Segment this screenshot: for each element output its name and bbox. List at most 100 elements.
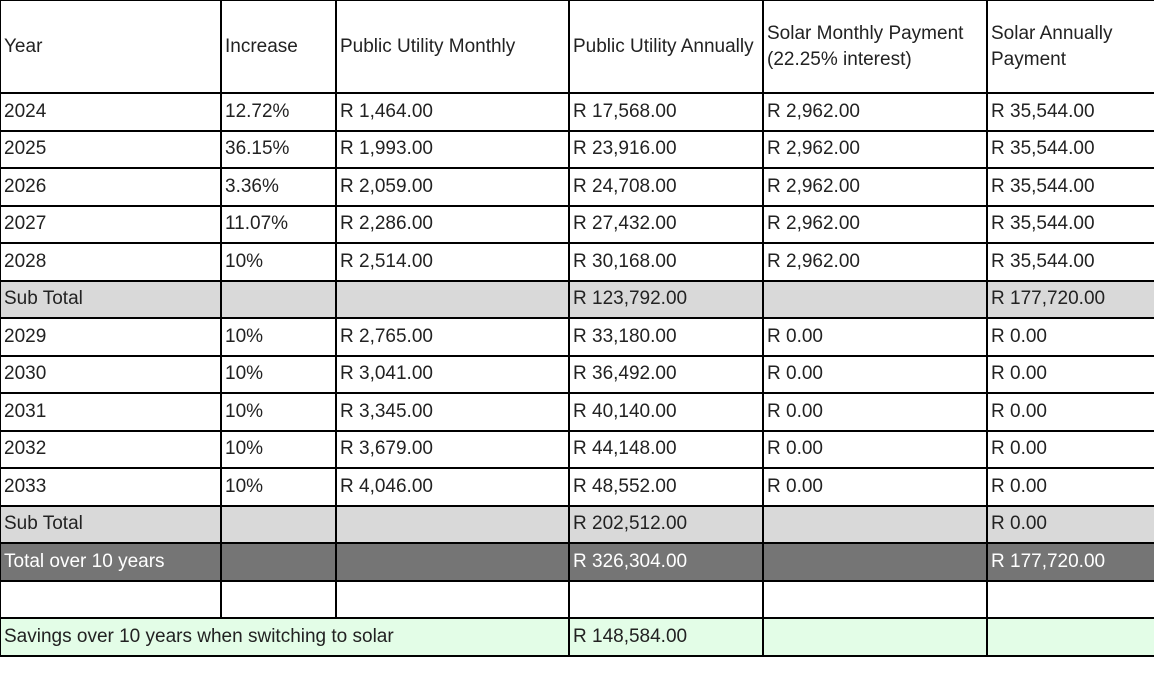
cell-solar-monthly: R 0.00 xyxy=(762,354,988,394)
savings-label: Savings over 10 years when switching to … xyxy=(0,617,570,657)
header-public-utility-annually: Public Utility Annually xyxy=(568,0,764,94)
cell-public-utility-monthly: R 1,464.00 xyxy=(335,92,570,132)
cell-solar-annually: R 0.00 xyxy=(986,429,1154,469)
cell-public-utility-monthly: R 2,059.00 xyxy=(335,167,570,207)
cell-solar-monthly xyxy=(762,504,988,544)
cell-public-utility-annually: R 40,140.00 xyxy=(568,392,764,432)
cell-solar-annually: R 177,720.00 xyxy=(986,279,1154,319)
cell-year: 2030 xyxy=(0,354,222,394)
cell-increase: 10% xyxy=(220,317,337,357)
cell-year: 2025 xyxy=(0,129,222,169)
cell-increase xyxy=(220,504,337,544)
cell-increase: 10% xyxy=(220,242,337,282)
table-row: 2030 10% R 3,041.00 R 36,492.00 R 0.00 R 0.00 xyxy=(0,354,1154,394)
cell-public-utility-annually: R 33,180.00 xyxy=(568,317,764,357)
cell-public-utility-monthly: R 1,993.00 xyxy=(335,129,570,169)
cell-year: Sub Total xyxy=(0,504,222,544)
table-row: 2029 10% R 2,765.00 R 33,180.00 R 0.00 R 0.00 xyxy=(0,317,1154,357)
cell-public-utility-annually: R 202,512.00 xyxy=(568,504,764,544)
table-row: 2032 10% R 3,679.00 R 44,148.00 R 0.00 R 0.00 xyxy=(0,429,1154,469)
table-row: 2031 10% R 3,345.00 R 40,140.00 R 0.00 R 0.00 xyxy=(0,392,1154,432)
cell-public-utility-annually: R 44,148.00 xyxy=(568,429,764,469)
cell-solar-monthly: R 2,962.00 xyxy=(762,204,988,244)
cell-public-utility-monthly: R 3,345.00 xyxy=(335,392,570,432)
cell-public-utility-monthly: R 2,765.00 xyxy=(335,317,570,357)
cell-year: 2031 xyxy=(0,392,222,432)
header-row: Year Increase Public Utility Monthly Pub… xyxy=(0,0,1154,94)
cost-comparison-table: Year Increase Public Utility Monthly Pub… xyxy=(0,0,1154,657)
cell-public-utility-annually: R 36,492.00 xyxy=(568,354,764,394)
subtotal-row: Sub Total R 202,512.00 R 0.00 xyxy=(0,504,1154,544)
cell-solar-annually: R 35,544.00 xyxy=(986,167,1154,207)
cell-solar-monthly xyxy=(762,542,988,582)
cell-increase: 10% xyxy=(220,429,337,469)
cell-year: 2027 xyxy=(0,204,222,244)
savings-row: Savings over 10 years when switching to … xyxy=(0,617,1154,657)
table-row: 2027 11.07% R 2,286.00 R 27,432.00 R 2,962.0… xyxy=(0,204,1154,244)
cell-public-utility-monthly xyxy=(335,579,570,619)
cell-year: 2028 xyxy=(0,242,222,282)
cell-increase: 36.15% xyxy=(220,129,337,169)
total-row: Total over 10 years R 326,304.00 R 177,720… xyxy=(0,542,1154,582)
table-row xyxy=(0,579,1154,619)
cell-solar-annually: R 0.00 xyxy=(986,354,1154,394)
savings-empty-cell xyxy=(762,617,988,657)
cell-solar-annually: R 177,720.00 xyxy=(986,542,1154,582)
cell-public-utility-monthly: R 4,046.00 xyxy=(335,467,570,507)
table-row: 2033 10% R 4,046.00 R 48,552.00 R 0.00 R 0.00 xyxy=(0,467,1154,507)
table-row: 2028 10% R 2,514.00 R 30,168.00 R 2,962.00 R … xyxy=(0,242,1154,282)
cell-public-utility-monthly: R 3,041.00 xyxy=(335,354,570,394)
table-row: 2026 3.36% R 2,059.00 R 24,708.00 R 2,962.00… xyxy=(0,167,1154,207)
cell-public-utility-annually: R 30,168.00 xyxy=(568,242,764,282)
cell-public-utility-annually xyxy=(568,579,764,619)
table-row: 2025 36.15% R 1,993.00 R 23,916.00 R 2,962.0… xyxy=(0,129,1154,169)
cell-solar-annually: R 35,544.00 xyxy=(986,129,1154,169)
cell-solar-annually: R 35,544.00 xyxy=(986,92,1154,132)
header-solar-annually: Solar Annually Payment xyxy=(986,0,1154,94)
cell-year: 2026 xyxy=(0,167,222,207)
header-increase: Increase xyxy=(220,0,337,94)
cell-solar-annually: R 0.00 xyxy=(986,504,1154,544)
cell-solar-annually xyxy=(986,579,1154,619)
cell-public-utility-annually: R 123,792.00 xyxy=(568,279,764,319)
cell-increase xyxy=(220,279,337,319)
cell-year: 2032 xyxy=(0,429,222,469)
subtotal-row: Sub Total R 123,792.00 R 177,720.00 xyxy=(0,279,1154,319)
cell-public-utility-annually: R 23,916.00 xyxy=(568,129,764,169)
cell-solar-annually: R 35,544.00 xyxy=(986,204,1154,244)
cell-public-utility-annually: R 17,568.00 xyxy=(568,92,764,132)
cell-year: 2033 xyxy=(0,467,222,507)
cell-solar-monthly: R 0.00 xyxy=(762,429,988,469)
cell-increase: 3.36% xyxy=(220,167,337,207)
header-year: Year xyxy=(0,0,222,94)
cell-year: 2024 xyxy=(0,92,222,132)
cell-public-utility-monthly: R 3,679.00 xyxy=(335,429,570,469)
cell-public-utility-annually: R 48,552.00 xyxy=(568,467,764,507)
cell-solar-monthly: R 2,962.00 xyxy=(762,92,988,132)
cell-increase xyxy=(220,542,337,582)
cell-solar-monthly: R 2,962.00 xyxy=(762,167,988,207)
savings-empty-cell xyxy=(986,617,1154,657)
cell-year: Total over 10 years xyxy=(0,542,222,582)
savings-value: R 148,584.00 xyxy=(568,617,764,657)
cell-public-utility-monthly: R 2,514.00 xyxy=(335,242,570,282)
cell-solar-monthly: R 0.00 xyxy=(762,467,988,507)
cell-public-utility-annually: R 24,708.00 xyxy=(568,167,764,207)
cell-public-utility-annually: R 27,432.00 xyxy=(568,204,764,244)
cell-year: Sub Total xyxy=(0,279,222,319)
cell-public-utility-monthly xyxy=(335,504,570,544)
cell-public-utility-monthly: R 2,286.00 xyxy=(335,204,570,244)
cell-increase: 10% xyxy=(220,354,337,394)
cell-solar-monthly: R 2,962.00 xyxy=(762,242,988,282)
cell-increase: 10% xyxy=(220,392,337,432)
cell-solar-annually: R 0.00 xyxy=(986,317,1154,357)
cell-solar-annually: R 0.00 xyxy=(986,467,1154,507)
cell-public-utility-monthly xyxy=(335,279,570,319)
cell-solar-monthly: R 0.00 xyxy=(762,317,988,357)
cell-increase: 10% xyxy=(220,467,337,507)
cell-solar-monthly xyxy=(762,579,988,619)
cell-year: 2029 xyxy=(0,317,222,357)
table-row: 2024 12.72% R 1,464.00 R 17,568.00 R 2,962.0… xyxy=(0,92,1154,132)
cell-public-utility-annually: R 326,304.00 xyxy=(568,542,764,582)
cell-year xyxy=(0,579,222,619)
